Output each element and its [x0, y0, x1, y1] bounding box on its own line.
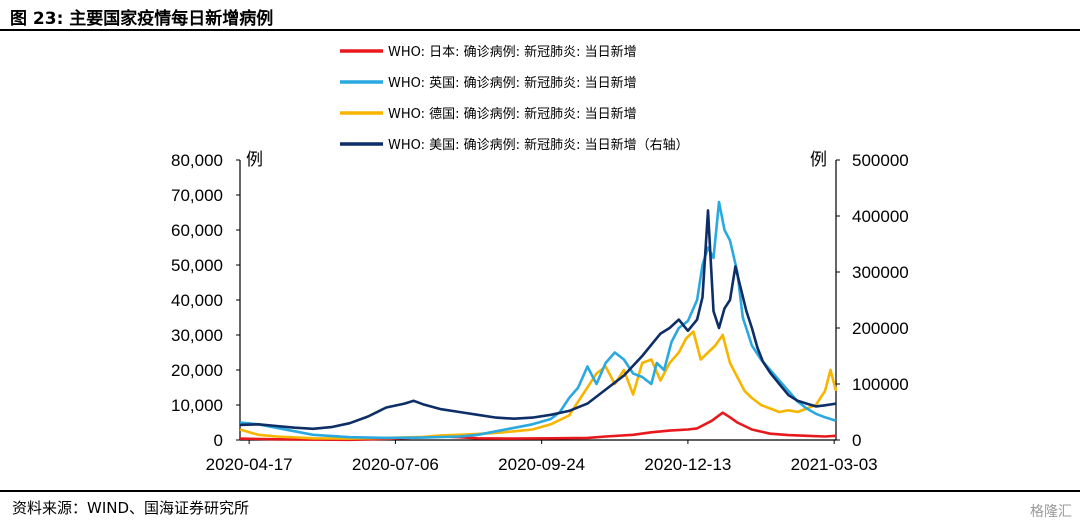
series-line-uk [239, 200, 837, 440]
series-line-usa [239, 209, 837, 431]
x-tick-label: 2020-12-13 [644, 455, 731, 474]
y-right-tick-label: 0 [852, 431, 861, 450]
legend-label-germany: WHO: 德国: 确诊病例: 新冠肺炎: 当日新增 [388, 106, 637, 122]
y-right-tick-label: 400000 [852, 207, 909, 226]
y-left-tick-label: 70,000 [171, 186, 223, 205]
legend: WHO: 日本: 确诊病例: 新冠肺炎: 当日新增 WHO: 英国: 确诊病例: … [340, 44, 689, 153]
chart: WHO: 日本: 确诊病例: 新冠肺炎: 当日新增 WHO: 英国: 确诊病例: … [171, 44, 909, 474]
y-left-tick-label: 20,000 [171, 361, 223, 380]
y-left-tick-label: 0 [214, 431, 223, 450]
y-right-unit: 例 [810, 150, 827, 170]
y-right-tick-label: 100000 [852, 375, 909, 394]
y-left-tick-label: 60,000 [171, 221, 223, 240]
axes: 0 10,000 20,000 30,000 40,000 50,000 60,000 70,… [171, 150, 909, 474]
x-tick-label: 2020-07-06 [352, 455, 439, 474]
legend-label-usa: WHO: 美国: 确诊病例: 新冠肺炎: 当日新增（右轴） [388, 137, 689, 153]
x-tick-label: 2020-09-24 [498, 455, 585, 474]
top-rule [0, 29, 1080, 31]
y-right-tick-label: 500000 [852, 151, 909, 170]
legend-label-uk: WHO: 英国: 确诊病例: 新冠肺炎: 当日新增 [388, 75, 637, 91]
y-left-tick-label: 50,000 [171, 256, 223, 275]
y-right-tick-label: 300000 [852, 263, 909, 282]
y-left-tick-label: 80,000 [171, 151, 223, 170]
y-right-tick-label: 200000 [852, 319, 909, 338]
y-left-tick-label: 30,000 [171, 326, 223, 345]
x-tick-label: 2020-04-17 [206, 455, 293, 474]
y-left-unit: 例 [246, 150, 263, 170]
watermark: 格隆汇 [1030, 504, 1072, 520]
y-left-tick-label: 10,000 [171, 396, 223, 415]
bottom-rule [0, 490, 1080, 492]
chart-title: 图 23: 主要国家疫情每日新增病例 [10, 9, 274, 29]
source-note: 资料来源：WIND、国海证券研究所 [12, 499, 250, 517]
series-lines [239, 200, 838, 442]
legend-label-japan: WHO: 日本: 确诊病例: 新冠肺炎: 当日新增 [388, 44, 637, 60]
y-left-tick-label: 40,000 [171, 291, 223, 310]
x-tick-label: 2021-03-03 [791, 455, 878, 474]
